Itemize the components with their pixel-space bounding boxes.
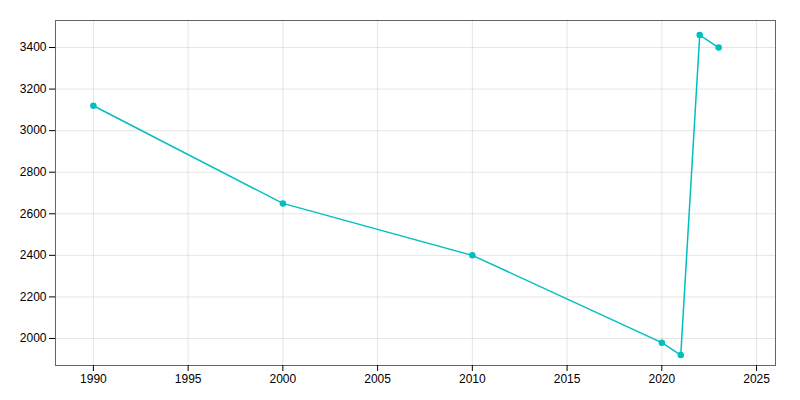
svg-text:2005: 2005: [364, 372, 391, 386]
svg-text:2400: 2400: [20, 248, 47, 262]
svg-text:1990: 1990: [80, 372, 107, 386]
svg-text:2800: 2800: [20, 165, 47, 179]
svg-text:3000: 3000: [20, 123, 47, 137]
svg-text:2010: 2010: [459, 372, 486, 386]
svg-text:2015: 2015: [554, 372, 581, 386]
svg-text:1995: 1995: [175, 372, 202, 386]
svg-text:2600: 2600: [20, 207, 47, 221]
svg-text:3400: 3400: [20, 40, 47, 54]
svg-text:2000: 2000: [20, 331, 47, 345]
svg-text:2020: 2020: [648, 372, 675, 386]
svg-text:2200: 2200: [20, 290, 47, 304]
svg-text:3200: 3200: [20, 82, 47, 96]
svg-text:2025: 2025: [743, 372, 770, 386]
svg-text:2000: 2000: [270, 372, 297, 386]
